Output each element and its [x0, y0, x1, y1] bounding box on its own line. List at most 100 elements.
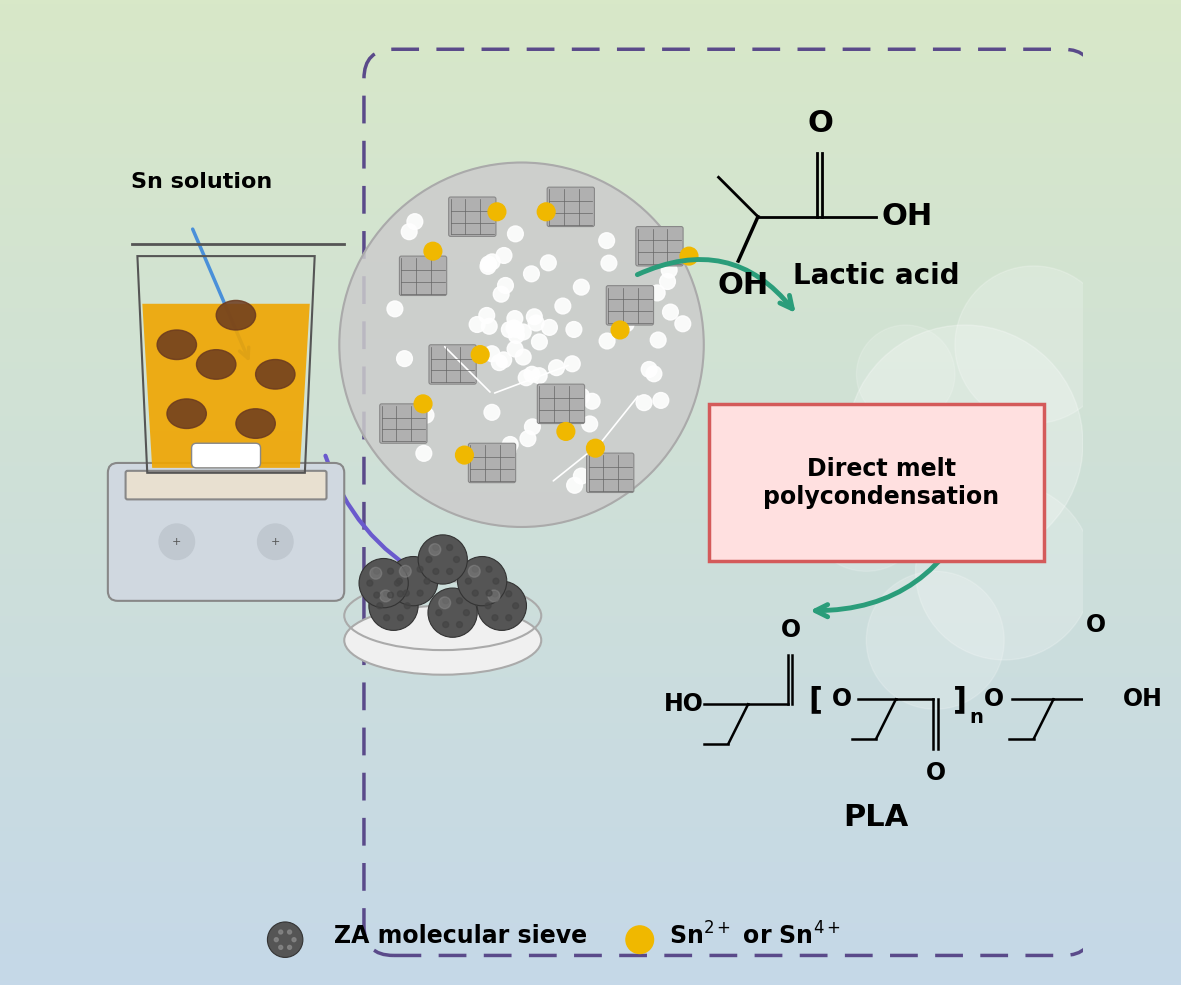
Circle shape: [399, 565, 411, 577]
Circle shape: [398, 615, 404, 621]
Circle shape: [646, 365, 661, 381]
Text: O: O: [984, 688, 1004, 711]
Text: O: O: [831, 688, 852, 711]
FancyBboxPatch shape: [449, 197, 496, 236]
Circle shape: [374, 592, 380, 598]
FancyBboxPatch shape: [125, 471, 326, 499]
Circle shape: [505, 615, 511, 621]
Circle shape: [599, 333, 615, 349]
Circle shape: [524, 419, 540, 434]
Circle shape: [508, 226, 523, 241]
Circle shape: [397, 351, 412, 366]
Circle shape: [619, 316, 634, 332]
FancyBboxPatch shape: [547, 187, 594, 227]
Circle shape: [415, 395, 432, 413]
Circle shape: [477, 581, 527, 630]
Ellipse shape: [167, 399, 207, 428]
Circle shape: [397, 578, 403, 584]
Circle shape: [549, 360, 565, 375]
Circle shape: [626, 926, 653, 953]
Circle shape: [387, 592, 393, 598]
Circle shape: [488, 203, 505, 221]
Circle shape: [505, 591, 511, 597]
Circle shape: [472, 590, 478, 596]
Circle shape: [507, 341, 523, 357]
Circle shape: [279, 946, 282, 950]
Circle shape: [531, 334, 547, 350]
Circle shape: [367, 580, 373, 586]
Circle shape: [537, 203, 555, 221]
Ellipse shape: [236, 409, 275, 438]
Circle shape: [484, 346, 500, 361]
Circle shape: [487, 590, 492, 596]
FancyBboxPatch shape: [537, 384, 585, 424]
FancyBboxPatch shape: [635, 227, 683, 266]
Circle shape: [507, 310, 523, 326]
Circle shape: [374, 568, 380, 574]
FancyBboxPatch shape: [107, 463, 344, 601]
Text: O: O: [781, 619, 801, 642]
Circle shape: [424, 578, 430, 584]
Circle shape: [394, 580, 400, 586]
Circle shape: [567, 478, 582, 493]
Circle shape: [465, 578, 471, 584]
Circle shape: [454, 557, 459, 562]
Circle shape: [384, 591, 390, 597]
Circle shape: [288, 930, 292, 934]
Circle shape: [582, 416, 598, 431]
Circle shape: [418, 535, 468, 584]
Circle shape: [680, 247, 698, 265]
Ellipse shape: [255, 360, 295, 389]
Circle shape: [847, 325, 1083, 561]
Circle shape: [469, 316, 485, 332]
Circle shape: [494, 287, 509, 302]
Text: Direct melt
polycondensation: Direct melt polycondensation: [763, 457, 999, 508]
Text: Lactic acid: Lactic acid: [792, 262, 959, 290]
Circle shape: [491, 355, 507, 370]
Circle shape: [585, 393, 600, 409]
Circle shape: [428, 588, 477, 637]
Circle shape: [674, 316, 691, 332]
Circle shape: [443, 622, 449, 627]
Circle shape: [481, 256, 496, 272]
Circle shape: [387, 568, 393, 574]
Circle shape: [557, 423, 575, 440]
Circle shape: [555, 298, 570, 314]
Circle shape: [663, 304, 678, 320]
Circle shape: [528, 315, 544, 331]
FancyBboxPatch shape: [380, 404, 428, 443]
Circle shape: [488, 590, 500, 602]
Circle shape: [471, 346, 489, 363]
Text: Sn solution: Sn solution: [131, 172, 272, 192]
Circle shape: [463, 610, 469, 616]
Circle shape: [867, 571, 1004, 709]
FancyBboxPatch shape: [587, 453, 634, 492]
Circle shape: [292, 938, 296, 942]
Circle shape: [587, 439, 605, 457]
Circle shape: [515, 324, 531, 340]
Circle shape: [660, 274, 676, 290]
Circle shape: [505, 320, 522, 336]
Circle shape: [513, 603, 518, 609]
Circle shape: [404, 590, 410, 596]
Circle shape: [387, 301, 403, 317]
Circle shape: [443, 598, 449, 604]
Polygon shape: [143, 303, 309, 468]
Circle shape: [443, 347, 458, 362]
Ellipse shape: [216, 300, 255, 330]
Circle shape: [520, 430, 536, 446]
Circle shape: [339, 163, 704, 527]
Text: O: O: [807, 109, 833, 138]
Circle shape: [472, 566, 478, 572]
Circle shape: [384, 615, 390, 621]
Circle shape: [398, 591, 404, 597]
Circle shape: [496, 352, 511, 367]
Circle shape: [541, 255, 556, 271]
Circle shape: [637, 395, 652, 411]
Circle shape: [426, 557, 432, 562]
Circle shape: [274, 938, 279, 942]
Circle shape: [417, 566, 423, 572]
Circle shape: [417, 590, 423, 596]
Ellipse shape: [157, 330, 196, 360]
Circle shape: [661, 262, 677, 278]
